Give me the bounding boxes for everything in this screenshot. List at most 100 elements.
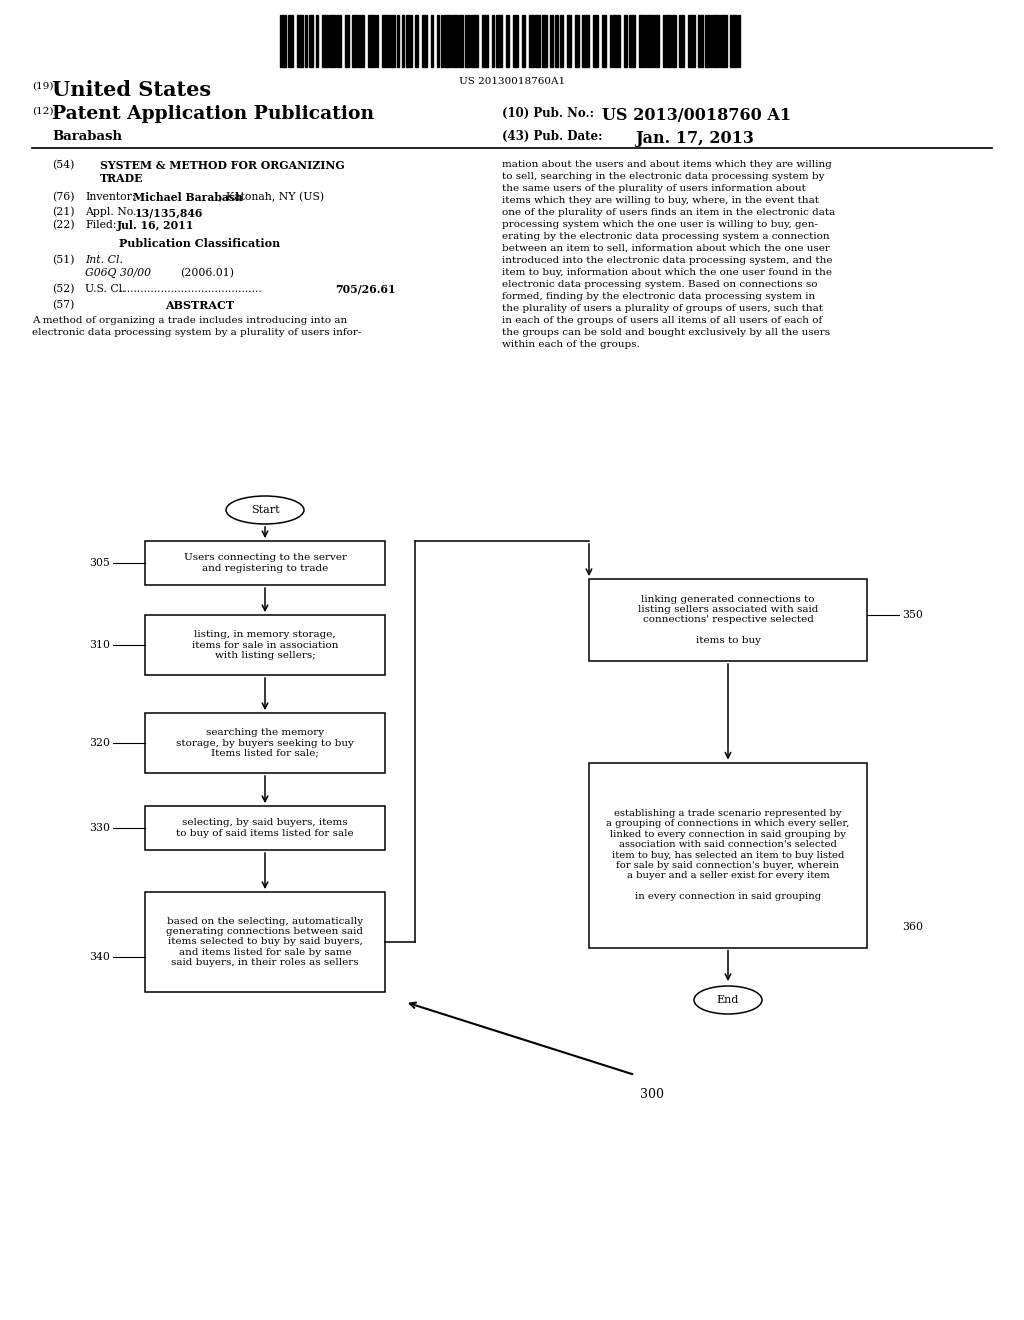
Text: Jan. 17, 2013: Jan. 17, 2013	[635, 129, 754, 147]
Bar	[555, 15, 558, 67]
Bar	[513, 15, 518, 67]
Text: Barabash: Barabash	[52, 129, 122, 143]
Text: erating by the electronic data processing system a connection: erating by the electronic data processin…	[502, 232, 829, 242]
Bar	[589, 579, 867, 661]
Bar	[305, 15, 307, 67]
Bar	[358, 15, 364, 67]
Text: based on the selecting, automatically
generating connections between said
items : based on the selecting, automatically ge…	[167, 916, 364, 968]
Bar	[535, 15, 540, 67]
Text: US 2013/0018760 A1: US 2013/0018760 A1	[602, 107, 792, 124]
Text: the groups can be sold and bought exclusively by all the users: the groups can be sold and bought exclus…	[502, 327, 830, 337]
Text: 13/135,846: 13/135,846	[135, 207, 204, 218]
Text: Inventor:: Inventor:	[85, 191, 135, 202]
Bar	[589, 763, 867, 948]
Bar	[666, 15, 671, 67]
Bar	[459, 15, 463, 67]
Text: SYSTEM & METHOD FOR ORGANIZING: SYSTEM & METHOD FOR ORGANIZING	[100, 160, 345, 172]
Bar	[309, 15, 313, 67]
Text: in each of the groups of users all items of all users of each of: in each of the groups of users all items…	[502, 315, 822, 325]
Text: Int. Cl.: Int. Cl.	[85, 255, 123, 265]
Bar	[452, 15, 458, 67]
Bar	[496, 15, 502, 67]
Bar	[567, 15, 571, 67]
Text: searching the memory
storage, by buyers seeking to buy
Items listed for sale;: searching the memory storage, by buyers …	[176, 729, 354, 758]
Text: electronic data processing system by a plurality of users infor-: electronic data processing system by a p…	[32, 327, 361, 337]
Text: 340: 340	[89, 952, 110, 962]
Text: 350: 350	[902, 610, 923, 620]
Bar	[322, 15, 328, 67]
Text: (2006.01): (2006.01)	[180, 268, 234, 279]
Text: 300: 300	[640, 1088, 664, 1101]
Bar	[482, 15, 488, 67]
Bar	[610, 15, 612, 67]
Text: (22): (22)	[52, 220, 75, 230]
Text: ABSTRACT: ABSTRACT	[166, 300, 234, 312]
Bar	[406, 15, 412, 67]
Bar	[663, 15, 665, 67]
Text: between an item to sell, information about which the one user: between an item to sell, information abo…	[502, 244, 829, 253]
Text: establishing a trade scenario represented by
a grouping of connections in which : establishing a trade scenario represente…	[606, 809, 850, 902]
Text: 320: 320	[89, 738, 110, 748]
Text: Users connecting to the server
and registering to trade: Users connecting to the server and regis…	[183, 553, 346, 573]
Text: Patent Application Publication: Patent Application Publication	[52, 106, 374, 123]
Bar	[336, 15, 341, 67]
Text: linking generated connections to
listing sellers associated with said
connection: linking generated connections to listing…	[638, 595, 818, 645]
Bar	[522, 15, 525, 67]
Bar	[629, 15, 635, 67]
Bar	[542, 15, 547, 67]
Bar	[720, 15, 727, 67]
Bar	[529, 15, 534, 67]
Text: (19): (19)	[32, 82, 53, 91]
Bar	[646, 15, 653, 67]
Bar	[730, 15, 737, 67]
Bar	[624, 15, 627, 67]
Bar	[712, 15, 719, 67]
Bar	[402, 15, 404, 67]
Bar	[672, 15, 676, 67]
Text: selecting, by said buyers, items
to buy of said items listed for sale: selecting, by said buyers, items to buy …	[176, 818, 354, 838]
Text: Jul. 16, 2011: Jul. 16, 2011	[117, 220, 195, 231]
Text: Start: Start	[251, 506, 280, 515]
Text: Appl. No.:: Appl. No.:	[85, 207, 140, 216]
Bar	[550, 15, 553, 67]
Bar	[705, 15, 711, 67]
Text: US 20130018760A1: US 20130018760A1	[459, 77, 565, 86]
Text: United States: United States	[52, 81, 211, 100]
Text: item to buy, information about which the one user found in the: item to buy, information about which the…	[502, 268, 831, 277]
Text: 310: 310	[89, 640, 110, 649]
Bar	[560, 15, 563, 67]
Text: (51): (51)	[52, 255, 75, 265]
Bar	[441, 15, 443, 67]
Bar	[431, 15, 433, 67]
Text: Publication Classification: Publication Classification	[120, 238, 281, 249]
Bar	[575, 15, 579, 67]
Text: Michael Barabash: Michael Barabash	[133, 191, 243, 203]
Bar	[593, 15, 598, 67]
Bar	[145, 713, 385, 774]
Bar	[465, 15, 470, 67]
Text: ..........................................: ........................................…	[120, 284, 262, 294]
Bar	[382, 15, 389, 67]
Bar	[145, 807, 385, 850]
Text: (21): (21)	[52, 207, 75, 218]
Text: formed, finding by the electronic data processing system in: formed, finding by the electronic data p…	[502, 292, 815, 301]
Bar	[654, 15, 659, 67]
Text: (43) Pub. Date:: (43) Pub. Date:	[502, 129, 602, 143]
Bar	[639, 15, 645, 67]
Bar	[368, 15, 375, 67]
Bar	[376, 15, 378, 67]
Text: Filed:: Filed:	[85, 220, 117, 230]
Bar	[280, 15, 286, 67]
Text: TRADE: TRADE	[100, 173, 143, 183]
Text: listing, in memory storage,
items for sale in association
with listing sellers;: listing, in memory storage, items for sa…	[191, 630, 338, 660]
Bar	[352, 15, 357, 67]
Text: within each of the groups.: within each of the groups.	[502, 341, 640, 348]
Text: items which they are willing to buy, where, in the event that: items which they are willing to buy, whe…	[502, 195, 819, 205]
Bar	[288, 15, 293, 67]
Bar	[145, 541, 385, 585]
Bar	[471, 15, 478, 67]
Bar	[444, 15, 451, 67]
Bar	[145, 892, 385, 993]
Bar	[688, 15, 695, 67]
Text: (52): (52)	[52, 284, 75, 294]
